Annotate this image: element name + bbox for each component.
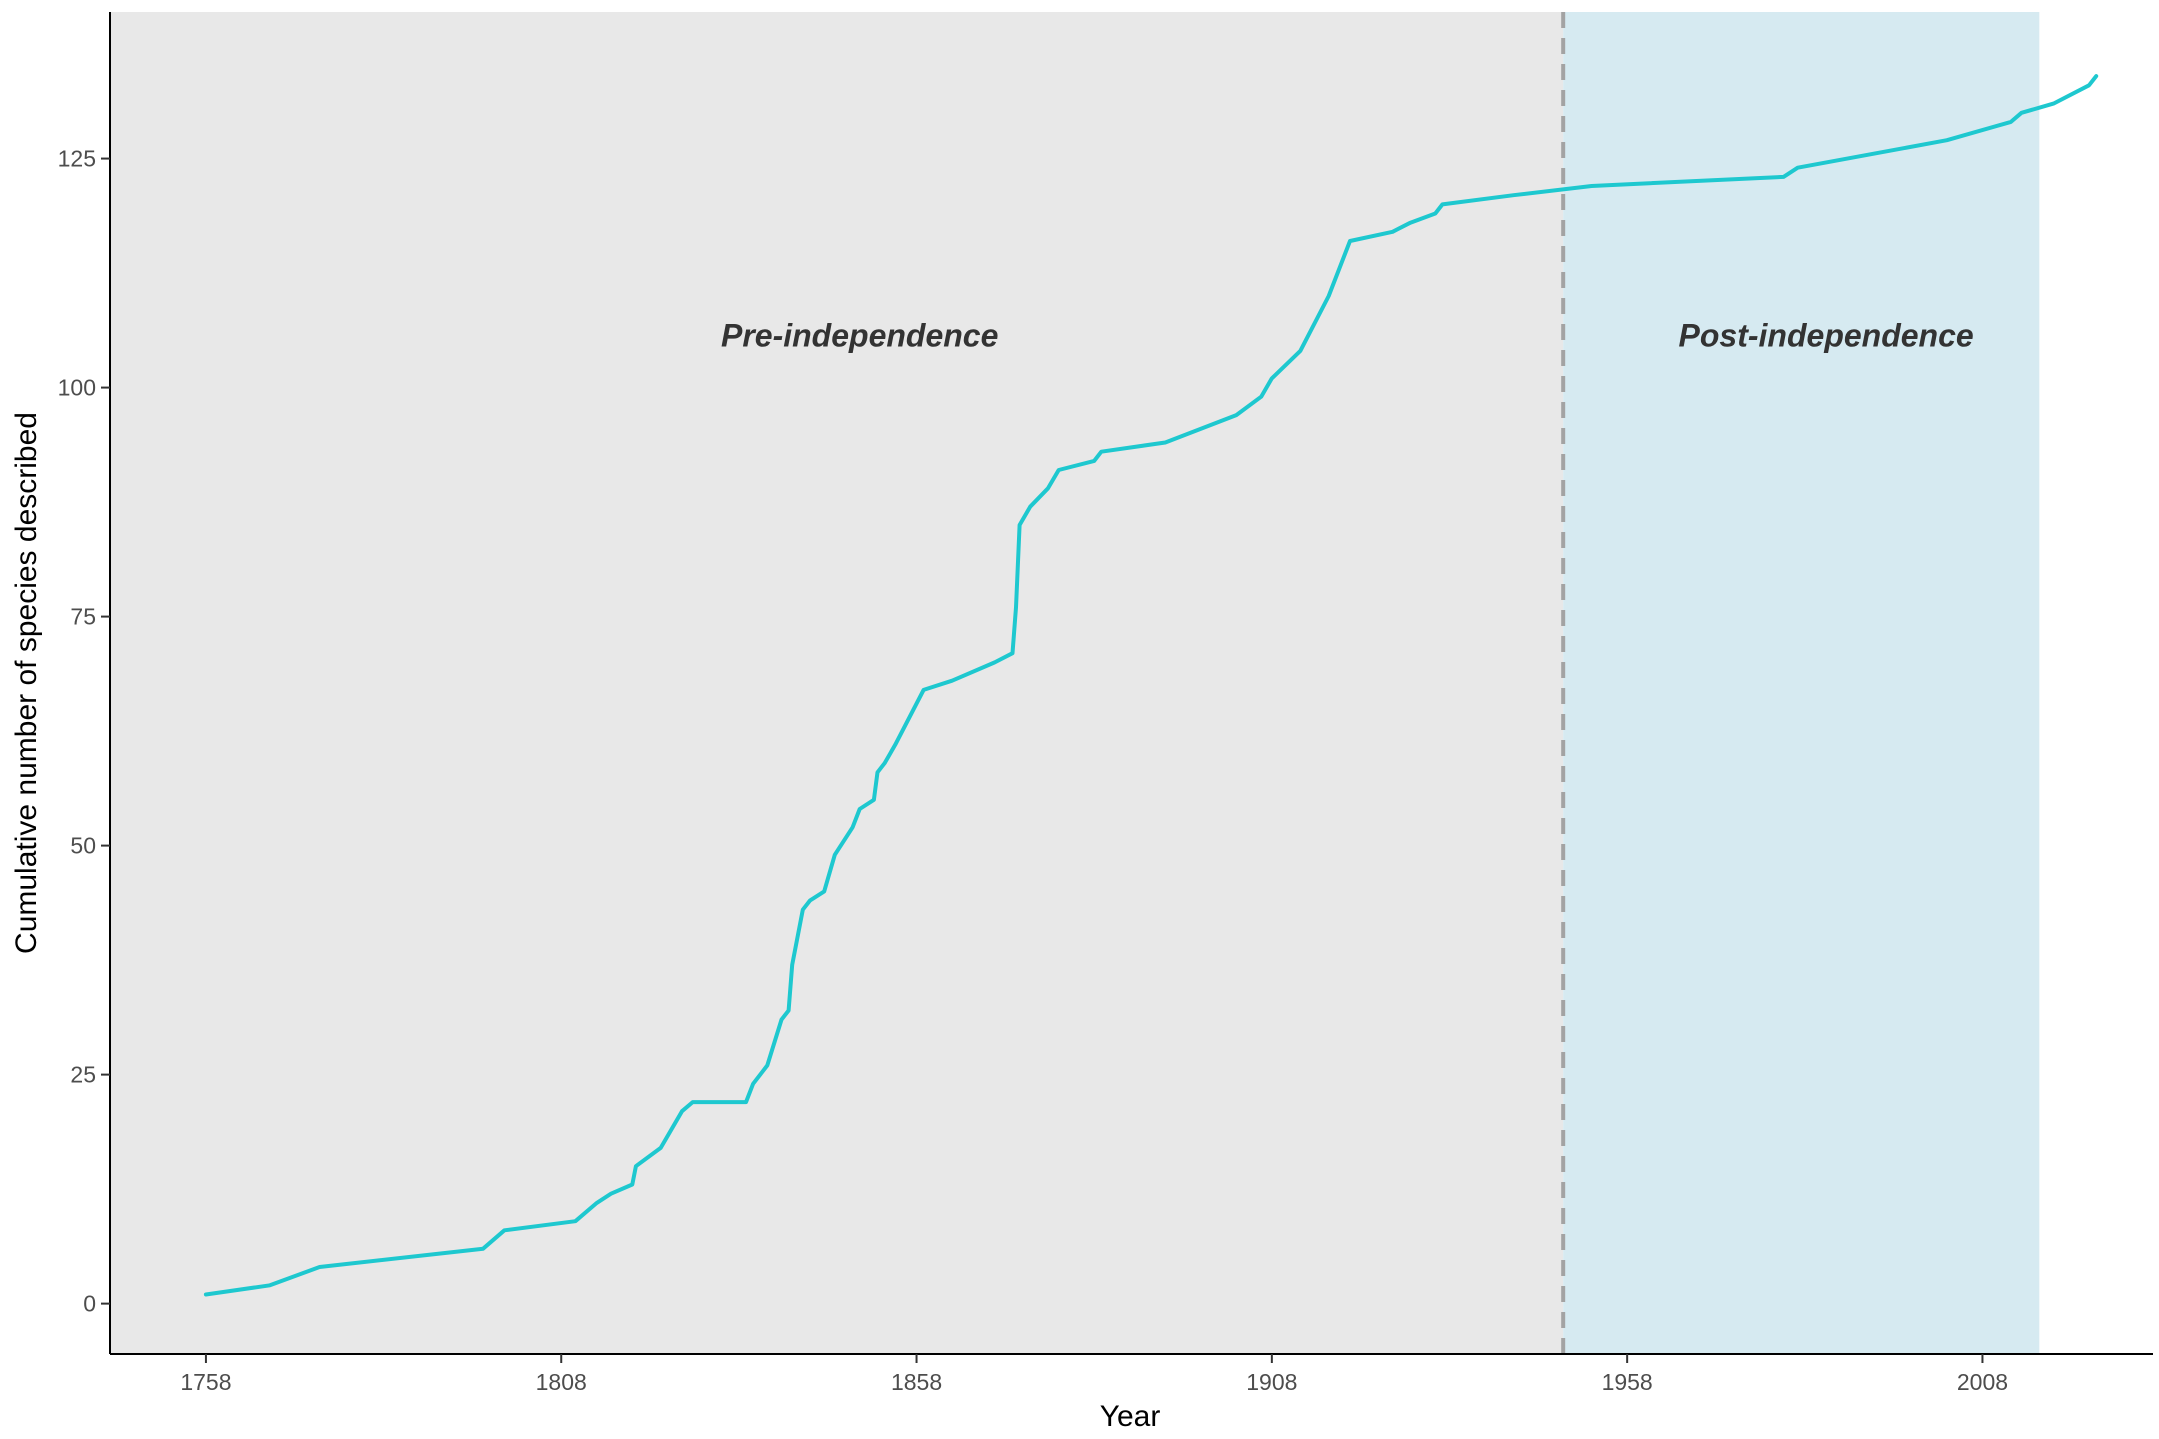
- x-ticks: 1758 1808 1858 1908 1958 2008: [180, 1354, 2008, 1395]
- annotations-layer: Pre-independence Post-independence: [721, 317, 1974, 353]
- x-tick-label: 1958: [1602, 1369, 1653, 1395]
- y-tick-label: 100: [58, 375, 96, 401]
- pre-independence-region: [110, 12, 1564, 1354]
- post-independence-region: [1563, 12, 2040, 1354]
- x-tick-label: 1808: [536, 1369, 587, 1395]
- x-tick-label: 1858: [891, 1369, 942, 1395]
- y-axis-title: Cumulative number of species described: [10, 412, 43, 954]
- cumulative-species-line: [203, 74, 2099, 1297]
- x-axis-title: Year: [1100, 1400, 1161, 1433]
- x-tick-label: 1908: [1246, 1369, 1297, 1395]
- y-tick-label: 75: [70, 604, 96, 630]
- y-ticks: 0 25 50 75 100 125: [58, 146, 110, 1317]
- y-tick-label: 0: [83, 1291, 96, 1317]
- y-tick-label: 125: [58, 146, 96, 172]
- annotation-pre-independence: Pre-independence: [721, 317, 998, 353]
- x-tick-label: 1758: [180, 1369, 231, 1395]
- annotation-post-independence: Post-independence: [1679, 317, 1974, 353]
- axes-layer: [109, 12, 2153, 1355]
- y-tick-label: 25: [70, 1062, 96, 1088]
- plot-background-layer: [110, 12, 2040, 1354]
- y-tick-label: 50: [70, 833, 96, 859]
- x-tick-label: 2008: [1957, 1369, 2008, 1395]
